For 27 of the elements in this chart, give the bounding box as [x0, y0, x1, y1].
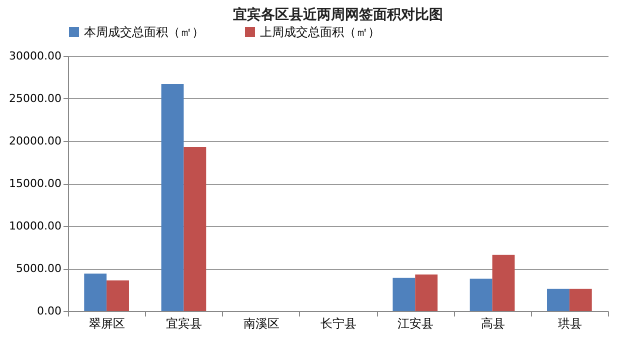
x-tick-label: 南溪区 [243, 316, 280, 330]
y-tick-label: 10000.00 [9, 220, 62, 232]
x-tick-label: 高县 [480, 316, 505, 330]
x-tick-label: 长宁县 [320, 316, 356, 330]
bar [161, 84, 184, 311]
y-tick-label: 20000.00 [9, 134, 62, 148]
bar [392, 278, 416, 311]
x-tick-label: 珙县 [558, 316, 582, 330]
y-tick-label: 5000.00 [16, 262, 62, 275]
y-tick-label: 30000.00 [9, 50, 62, 62]
bar [106, 280, 129, 311]
chart-title: 宜宾各区县近两周网签面积对比图 [233, 6, 443, 23]
y-tick-label: 15000.00 [9, 177, 62, 190]
bar [470, 278, 492, 311]
bar [547, 288, 570, 311]
legend-label: 本周成交总面积（㎡） [84, 25, 204, 39]
x-tick-label: 江安县 [398, 316, 434, 330]
bar [84, 274, 107, 311]
y-tick-label: 0.00 [37, 304, 62, 318]
bar [184, 146, 206, 311]
x-tick-label: 翠屏区 [89, 316, 126, 330]
y-tick-label: 25000.00 [9, 92, 62, 105]
bar [415, 274, 438, 311]
bar [492, 254, 515, 311]
legend-label: 上周成交总面积（㎡） [260, 25, 380, 39]
bar [569, 288, 592, 311]
x-tick-label: 宜宾县 [166, 316, 202, 330]
